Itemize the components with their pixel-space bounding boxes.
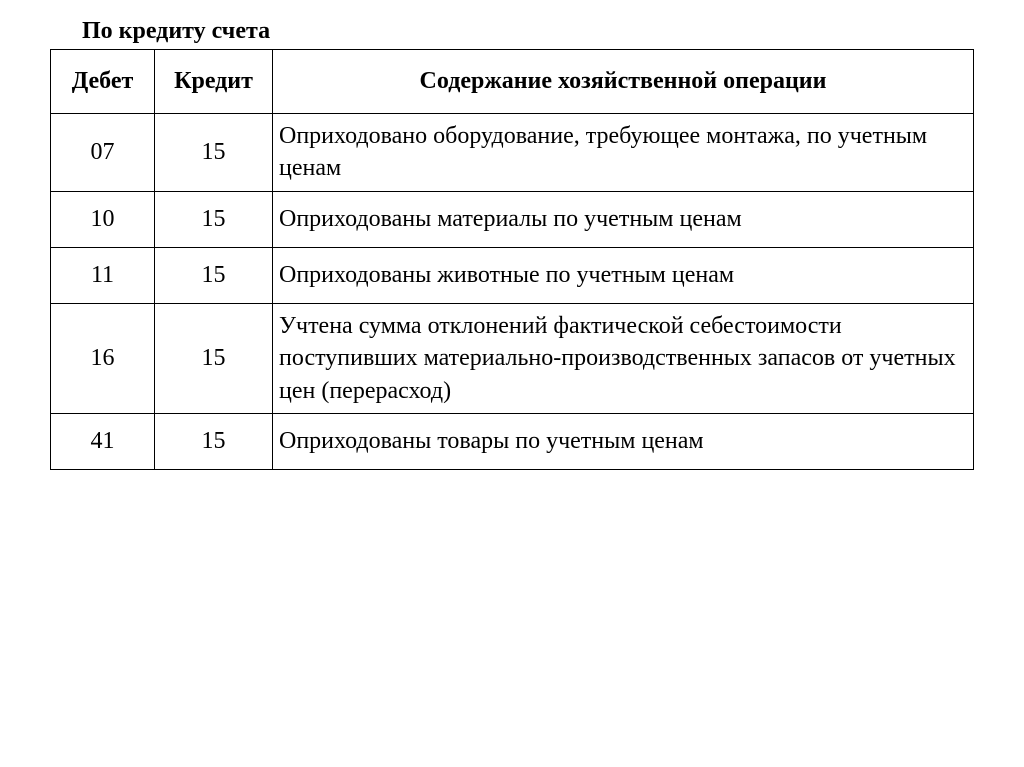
- col-header-credit: Кредит: [155, 50, 273, 114]
- table-row: 10 15 Оприходованы материалы по учетным …: [51, 191, 974, 247]
- cell-credit: 15: [155, 191, 273, 247]
- section-title: По кредиту счета: [82, 18, 974, 45]
- cell-debit: 41: [51, 413, 155, 469]
- cell-debit: 07: [51, 114, 155, 192]
- col-header-debit: Дебет: [51, 50, 155, 114]
- cell-desc: Оприходовано оборудование, требующее мон…: [273, 114, 974, 192]
- cell-credit: 15: [155, 247, 273, 303]
- cell-credit: 15: [155, 413, 273, 469]
- table-row: 07 15 Оприходовано оборудование, требующ…: [51, 114, 974, 192]
- cell-debit: 16: [51, 303, 155, 413]
- accounting-table: Дебет Кредит Содержание хозяйственной оп…: [50, 49, 974, 470]
- table-row: 11 15 Оприходованы животные по учетным ц…: [51, 247, 974, 303]
- table-header-row: Дебет Кредит Содержание хозяйственной оп…: [51, 50, 974, 114]
- table-row: 41 15 Оприходованы товары по учетным цен…: [51, 413, 974, 469]
- table-row: 16 15 Учтена сумма отклонений фактическо…: [51, 303, 974, 413]
- cell-desc: Оприходованы товары по учетным ценам: [273, 413, 974, 469]
- cell-desc: Оприходованы животные по учетным ценам: [273, 247, 974, 303]
- cell-desc: Оприходованы материалы по учетным ценам: [273, 191, 974, 247]
- cell-credit: 15: [155, 303, 273, 413]
- col-header-desc: Содержание хозяйственной операции: [273, 50, 974, 114]
- cell-credit: 15: [155, 114, 273, 192]
- cell-desc: Учтена сумма отклонений фактической себе…: [273, 303, 974, 413]
- cell-debit: 10: [51, 191, 155, 247]
- cell-debit: 11: [51, 247, 155, 303]
